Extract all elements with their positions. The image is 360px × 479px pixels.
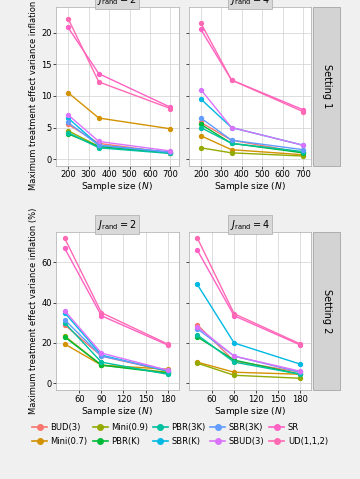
Text: Setting 1: Setting 1 [322,64,332,108]
X-axis label: Sample size ($N$): Sample size ($N$) [214,405,286,418]
Title: $J_\mathrm{rand} = 2$: $J_\mathrm{rand} = 2$ [98,218,137,232]
Legend: BUD(3), Mini(0.7), Mini(0.9), PBR(K), PBR(3K), SBR(K), SBR(3K), SBUD(3), SR, UD(: BUD(3), Mini(0.7), Mini(0.9), PBR(K), PB… [32,423,328,446]
Y-axis label: Maximum treatment effect variance inflation (%): Maximum treatment effect variance inflat… [30,0,39,190]
X-axis label: Sample size ($N$): Sample size ($N$) [81,405,153,418]
Text: Setting 2: Setting 2 [322,289,332,333]
X-axis label: Sample size ($N$): Sample size ($N$) [81,180,153,193]
Y-axis label: Maximum treatment effect variance inflation (%): Maximum treatment effect variance inflat… [29,208,38,414]
Title: $J_\mathrm{rand} = 4$: $J_\mathrm{rand} = 4$ [230,218,270,232]
X-axis label: Sample size ($N$): Sample size ($N$) [214,180,286,193]
Title: $J_\mathrm{rand} = 2$: $J_\mathrm{rand} = 2$ [98,0,137,7]
Title: $J_\mathrm{rand} = 4$: $J_\mathrm{rand} = 4$ [230,0,270,7]
